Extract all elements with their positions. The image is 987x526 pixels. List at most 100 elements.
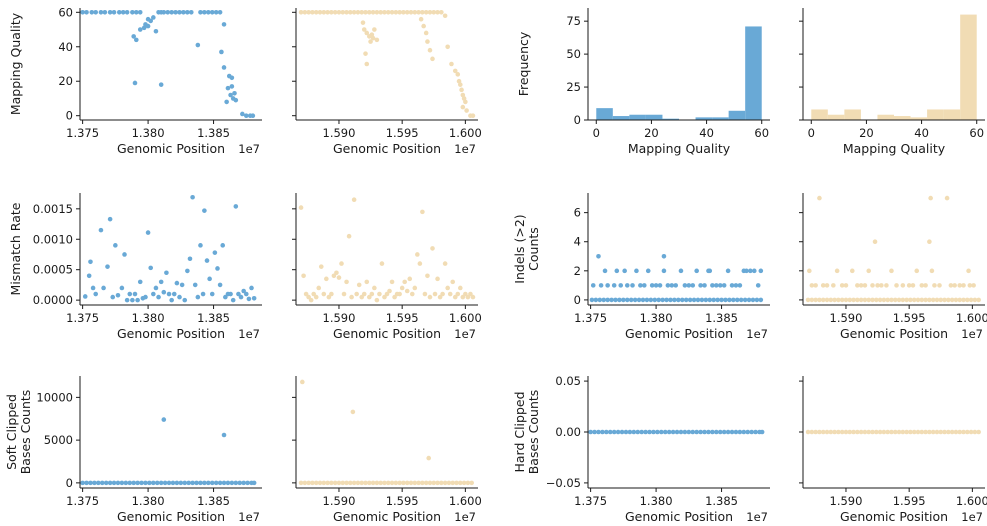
- scatter-point: [404, 288, 410, 294]
- scatter-point: [450, 279, 456, 285]
- scatter-point: [243, 291, 249, 297]
- y-axis-label: Bases Counts: [526, 390, 541, 475]
- scatter-point: [225, 480, 231, 486]
- scatter-point: [889, 268, 894, 274]
- scatter-point: [881, 297, 887, 303]
- scatter-point: [84, 480, 89, 486]
- scatter-point: [461, 480, 467, 486]
- scatter-point: [302, 480, 308, 486]
- scatter-point: [847, 297, 853, 303]
- scatter-point: [966, 268, 971, 274]
- x-tick-label: 1.590: [323, 494, 356, 508]
- scatter-point: [382, 294, 387, 300]
- scatter-point: [618, 283, 624, 288]
- scatter-point: [896, 297, 902, 303]
- y-tick-label: 40: [58, 40, 73, 54]
- scatter-point: [682, 283, 688, 288]
- y-tick-label: 10000: [36, 390, 73, 404]
- scatter-point: [862, 429, 868, 435]
- scatter-point: [938, 297, 944, 303]
- scatter-point: [452, 68, 458, 74]
- scatter-point: [182, 297, 188, 303]
- scatter-point: [588, 429, 593, 435]
- scatter-point: [116, 10, 122, 15]
- scatter-point: [957, 297, 963, 303]
- scatter-point: [652, 297, 658, 303]
- scatter-point: [88, 480, 93, 486]
- scatter-point: [611, 283, 617, 288]
- scatter-point: [246, 296, 252, 302]
- scatter-point: [427, 47, 433, 53]
- scatter-point: [416, 10, 421, 15]
- scatter-point: [174, 280, 180, 286]
- scatter-point: [115, 480, 121, 486]
- scatter-point: [631, 429, 637, 435]
- scatter-point: [809, 297, 815, 303]
- scatter-point: [638, 283, 643, 288]
- scatter-point: [102, 10, 108, 15]
- scatter-point: [321, 480, 327, 486]
- scatter-point: [877, 297, 883, 303]
- scatter-point: [134, 37, 139, 43]
- panel-indel-a: 1.375 1.380 1.385 0 2 4 6 Genomic Position 1e7 In…: [512, 193, 770, 341]
- scatter-point: [439, 480, 444, 486]
- scatter-point: [937, 283, 942, 288]
- scatter-point: [367, 480, 372, 486]
- scatter-point: [329, 480, 334, 486]
- scatter-point: [219, 49, 224, 55]
- scatter-point: [181, 10, 186, 15]
- scatter-point: [182, 480, 188, 486]
- scatter-point: [171, 291, 177, 297]
- scatter-point: [450, 480, 456, 486]
- scatter-point: [965, 297, 970, 303]
- scatter-point: [914, 268, 920, 274]
- scatter-point: [965, 429, 970, 435]
- scatter-point: [866, 268, 872, 274]
- scatter-point: [707, 297, 713, 303]
- scatter-point: [306, 294, 311, 300]
- scatter-point: [445, 44, 450, 50]
- scatter-point: [831, 283, 836, 288]
- scatter-point: [662, 429, 668, 435]
- y-tick-label: 0.0000: [33, 293, 73, 307]
- y-tick-label: 4: [574, 235, 581, 249]
- scatter-point: [949, 297, 955, 303]
- scatter-point: [710, 283, 715, 288]
- scatter-point: [678, 268, 684, 274]
- scatter-point: [80, 10, 85, 15]
- scatter-point: [341, 291, 347, 297]
- scatter-point: [593, 297, 599, 303]
- scatter-point: [173, 10, 178, 15]
- scatter-point: [738, 297, 744, 303]
- scatter-point: [711, 297, 716, 303]
- x-tick-label: 60: [754, 126, 769, 140]
- scatter-point: [215, 266, 220, 271]
- scatter-point: [824, 297, 830, 303]
- scatter-point: [463, 291, 468, 297]
- scatter-point: [915, 429, 921, 435]
- scatter-point: [397, 10, 402, 15]
- scatter-point: [224, 99, 229, 105]
- scatter-point: [425, 273, 430, 279]
- scatter-point: [644, 297, 650, 303]
- scatter-point: [465, 294, 471, 300]
- scatter-point: [923, 297, 928, 303]
- scatter-point: [340, 480, 346, 486]
- scatter-point: [866, 297, 872, 303]
- scatter-point: [855, 429, 860, 435]
- scatter-point: [349, 294, 354, 300]
- scatter-point: [233, 480, 239, 486]
- scatter-point: [392, 294, 397, 300]
- histogram-bar: [827, 114, 845, 120]
- scatter-point: [452, 294, 458, 300]
- scatter-point: [702, 429, 707, 435]
- scatter-point: [194, 480, 199, 486]
- x-tick-label: 1.375: [66, 494, 99, 508]
- scatter-point: [927, 429, 932, 435]
- x-tick-label: 1.380: [132, 494, 165, 508]
- scatter-point: [187, 256, 193, 262]
- scatter-point: [961, 297, 966, 303]
- x-tick-label: 60: [969, 126, 984, 140]
- scatter-point: [879, 283, 884, 288]
- scatter-point: [737, 429, 743, 435]
